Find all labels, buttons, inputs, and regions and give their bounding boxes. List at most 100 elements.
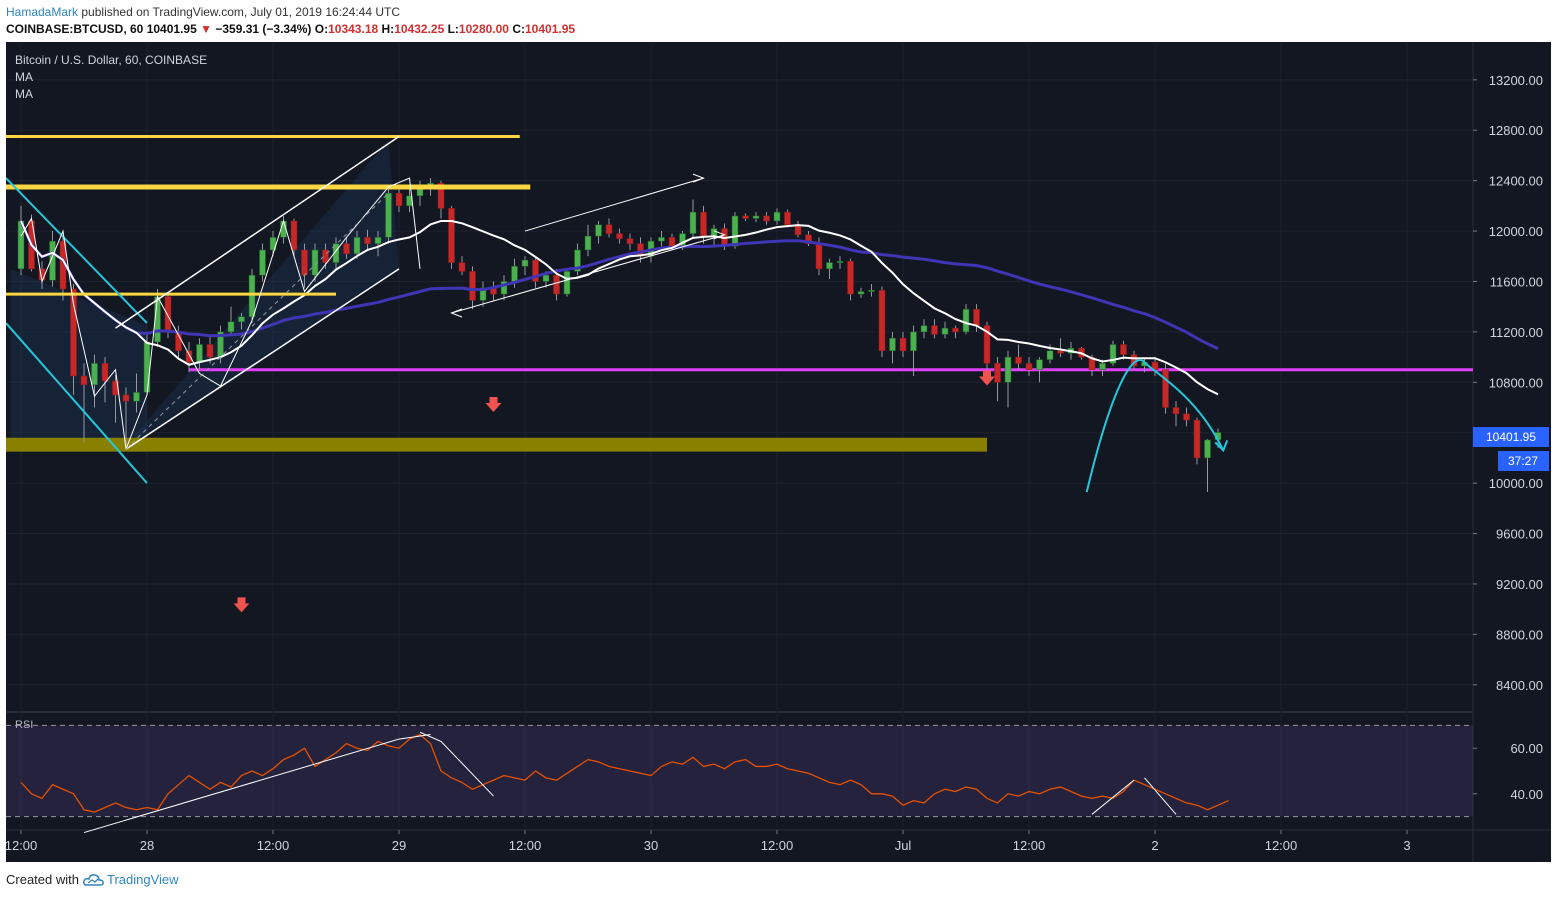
candle-body: [553, 274, 560, 295]
candle-body: [899, 337, 907, 352]
candle-body: [469, 271, 476, 301]
time-tick-label: 12:00: [257, 838, 290, 853]
candle-body: [752, 215, 760, 219]
price-tick-label: 13200.00: [1489, 73, 1543, 88]
candle-body: [889, 337, 896, 352]
candle-body: [185, 350, 193, 363]
ma-legend-1: MA: [15, 70, 33, 84]
candle-body: [1193, 419, 1201, 459]
candle-body: [731, 215, 739, 247]
candle-body: [196, 344, 203, 363]
time-tick-label: 12:00: [1013, 838, 1046, 853]
time-tick-label: 2: [1151, 838, 1158, 853]
candle-body: [259, 249, 266, 276]
rsi-legend: RSI: [15, 719, 33, 731]
candle-body: [1004, 356, 1012, 383]
price-tick-label: 12800.00: [1489, 123, 1543, 138]
rsi-trendline: [83, 738, 400, 834]
candle-body: [847, 261, 854, 295]
price-tick-label: 10800.00: [1489, 375, 1543, 390]
price-chart[interactable]: 13200.00 12800.00 12400.00 12000.00 11600.00…: [6, 42, 1551, 862]
candle-body: [1204, 439, 1211, 459]
countdown-label: 37:27: [1508, 454, 1538, 468]
candle-body: [374, 237, 382, 244]
candle-body: [1099, 363, 1106, 370]
candle-body: [878, 290, 886, 352]
candle-body: [364, 237, 371, 244]
candle-body: [815, 243, 823, 270]
candle-body: [952, 327, 959, 333]
candle-body: [1183, 413, 1190, 421]
candle-body: [1057, 350, 1064, 354]
time-tick-label: 29: [392, 838, 406, 853]
rsi-line: [20, 733, 1229, 813]
candle-body: [983, 325, 991, 364]
candle-body: [563, 271, 571, 295]
wedge-upper: [115, 135, 400, 329]
countdown-tag: [1498, 451, 1549, 471]
time-tick-label: 12:00: [1265, 838, 1298, 853]
tradingview-link[interactable]: TradingView: [106, 872, 179, 887]
channel-upper: [524, 177, 704, 232]
close-label: C:: [512, 22, 525, 36]
candle-body: [1036, 359, 1043, 370]
price-tick-label: 12000.00: [1489, 224, 1543, 239]
candle-body: [773, 211, 781, 222]
ma-slow-line: [19, 220, 1219, 350]
candle-body: [689, 211, 697, 234]
rsi-trendline-ext: [398, 734, 431, 740]
signal-down-arrow-1: [233, 597, 250, 613]
candle-body: [658, 237, 665, 242]
channel-arrowhead-right: [713, 230, 726, 240]
candle-body: [112, 380, 119, 396]
candle-body: [826, 262, 833, 270]
rsi-tick-label: 40.00: [1510, 787, 1543, 802]
candle-body: [920, 325, 928, 333]
time-tick-label: 12:00: [761, 838, 794, 853]
candle-body: [322, 249, 329, 263]
candle-body: [511, 266, 518, 282]
candle-body: [101, 363, 109, 382]
candle-body: [1162, 369, 1169, 408]
channel-arrowhead-lower: [450, 308, 463, 318]
last-price-tag: [1473, 427, 1549, 447]
price-tick-label: 9200.00: [1496, 577, 1543, 592]
open-label: O:: [314, 22, 329, 36]
candle-body: [143, 341, 151, 393]
candle-body: [49, 240, 56, 281]
time-tick-label: 3: [1403, 838, 1410, 853]
candle-body: [1172, 407, 1180, 415]
candle-body: [742, 215, 749, 219]
price-tick-label: 12400.00: [1489, 174, 1543, 189]
ticker-symbol[interactable]: COINBASE:BTCUSD, 60: [6, 22, 144, 36]
candle-body: [931, 325, 938, 335]
down-triangle-icon: ▼: [200, 22, 212, 36]
candle-body: [301, 249, 308, 276]
published-text: published on TradingView.com, July 01, 2…: [81, 5, 401, 19]
candle-body: [290, 220, 298, 251]
rsi-tick-label: 60.00: [1510, 741, 1543, 756]
candle-body: [164, 296, 172, 333]
signal-down-arrow-2: [485, 396, 502, 412]
channel-arrowhead-upper: [692, 173, 705, 183]
rsi-drop-arrow: [419, 731, 494, 797]
created-with-text: Created with: [6, 872, 79, 887]
candle-body: [857, 291, 865, 295]
candle-body: [542, 274, 550, 282]
low-label: L:: [447, 22, 459, 36]
chart-drawings: [6, 135, 1229, 613]
time-tick-label: 12:00: [6, 838, 37, 853]
candle-body: [763, 215, 770, 222]
author-link[interactable]: HamadaMark: [6, 5, 79, 19]
channel-lower: [451, 234, 725, 314]
ma-legend-2: MA: [15, 87, 33, 101]
candle-body: [605, 224, 613, 234]
candle-body: [91, 363, 98, 386]
candle-body: [1046, 350, 1054, 360]
price-tick-label: 11200.00: [1490, 325, 1543, 340]
candle-body: [784, 211, 791, 226]
wedge-lower: [125, 268, 400, 450]
rsi-pane: [6, 724, 1473, 834]
candle-body: [437, 182, 445, 209]
high-label: H:: [381, 22, 395, 36]
